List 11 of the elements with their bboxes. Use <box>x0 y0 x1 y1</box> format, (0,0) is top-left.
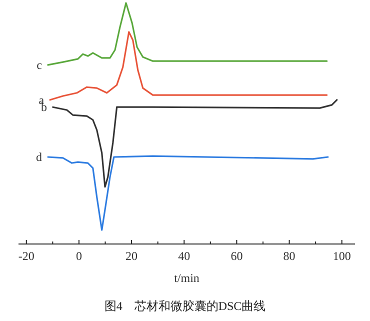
series-label: c <box>36 58 42 72</box>
x-tick-label: 0 <box>76 249 82 263</box>
x-tick-label: 60 <box>230 249 243 263</box>
x-axis-title: t/min <box>174 271 200 285</box>
x-tick-label: 80 <box>283 249 296 263</box>
x-tick-label: 40 <box>178 249 190 263</box>
series-label: d <box>36 150 42 164</box>
caption: 图4 芯材和微胶囊的DSC曲线 <box>104 299 266 313</box>
x-tick-label: -20 <box>18 249 34 263</box>
x-tick-label: 100 <box>332 249 351 263</box>
x-tick-label: 20 <box>126 249 138 263</box>
